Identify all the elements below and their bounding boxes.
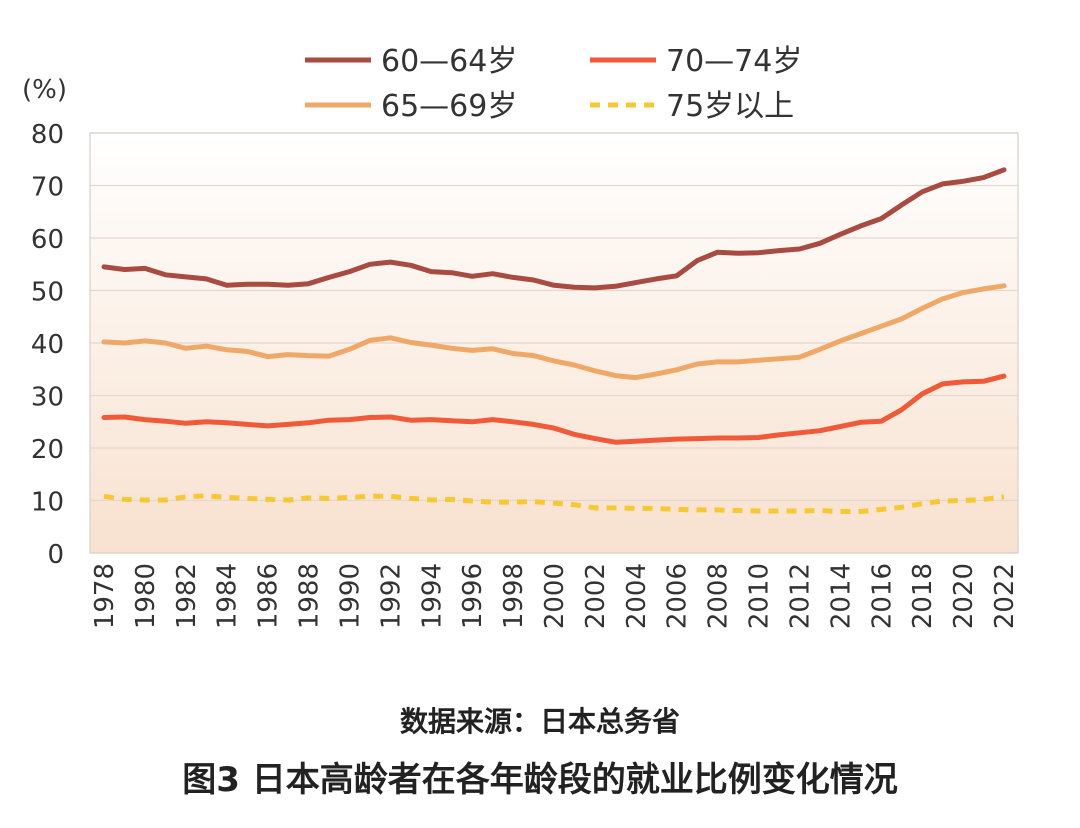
series-line-3 bbox=[101, 373, 1007, 445]
x-tick-label-2012: 2012 bbox=[785, 563, 815, 629]
y-tick-label-50: 50 bbox=[31, 278, 64, 308]
y-tick-label-60: 60 bbox=[31, 225, 64, 255]
y-tick-label-10: 10 bbox=[31, 488, 64, 518]
y-tick-label-80: 80 bbox=[31, 120, 64, 150]
series-line-2 bbox=[101, 283, 1007, 381]
x-tick-label-2006: 2006 bbox=[663, 563, 693, 629]
y-axis-label: (%) bbox=[22, 75, 67, 105]
legend: 60—64岁 70—74岁 65—69岁 75岁以上 bbox=[305, 44, 802, 124]
x-tick-label-2020: 2020 bbox=[949, 563, 979, 629]
figure-caption: 图3 日本高龄者在各年龄段的就业比例变化情况 bbox=[182, 760, 898, 800]
plot-frame bbox=[89, 132, 1019, 554]
legend-label-4: 75岁以上 bbox=[666, 89, 794, 124]
x-tick-label-1986: 1986 bbox=[254, 563, 284, 629]
y-tick-label-30: 30 bbox=[31, 383, 64, 413]
series-line-1 bbox=[101, 167, 1007, 291]
x-tick-label-1990: 1990 bbox=[335, 563, 365, 629]
x-tick-label-1994: 1994 bbox=[417, 563, 447, 629]
grid-lines bbox=[89, 132, 1019, 554]
x-tick-label-1982: 1982 bbox=[172, 563, 202, 629]
data-source: 数据来源：日本总务省 bbox=[399, 705, 680, 738]
x-tick-label-1980: 1980 bbox=[131, 563, 161, 629]
x-tick-label-1978: 1978 bbox=[90, 563, 120, 629]
x-tick-label-2016: 2016 bbox=[867, 563, 897, 629]
x-tick-label-2004: 2004 bbox=[622, 563, 652, 629]
legend-label-3: 70—74岁 bbox=[666, 44, 802, 79]
x-tick-label-2000: 2000 bbox=[540, 563, 570, 629]
x-tick-label-2018: 2018 bbox=[908, 563, 938, 629]
x-tick-label-1992: 1992 bbox=[376, 563, 406, 629]
x-tick-label-2014: 2014 bbox=[826, 563, 856, 629]
series-lines bbox=[101, 167, 1007, 514]
y-tick-label-0: 0 bbox=[47, 540, 64, 570]
series-line-4 bbox=[103, 493, 1005, 514]
x-tick-label-1996: 1996 bbox=[458, 563, 488, 629]
x-tick-label-1984: 1984 bbox=[213, 563, 243, 629]
x-tick-label-2010: 2010 bbox=[745, 563, 775, 629]
y-tick-label-40: 40 bbox=[31, 330, 64, 360]
x-tick-label-2022: 2022 bbox=[990, 563, 1020, 629]
legend-label-2: 65—69岁 bbox=[381, 89, 517, 124]
x-tick-label-2002: 2002 bbox=[581, 563, 611, 629]
y-tick-label-70: 70 bbox=[31, 173, 64, 203]
y-axis: 0 10 20 30 40 50 60 70 80 bbox=[31, 120, 64, 570]
x-tick-label-1998: 1998 bbox=[499, 563, 529, 629]
y-tick-label-20: 20 bbox=[31, 435, 64, 465]
x-axis: 1978 1980 1982 1984 1986 1988 1990 1992 1994 1996… bbox=[90, 563, 1020, 629]
legend-label-1: 60—64岁 bbox=[381, 44, 517, 79]
x-tick-label-2008: 2008 bbox=[704, 563, 734, 629]
x-tick-label-1988: 1988 bbox=[295, 563, 325, 629]
